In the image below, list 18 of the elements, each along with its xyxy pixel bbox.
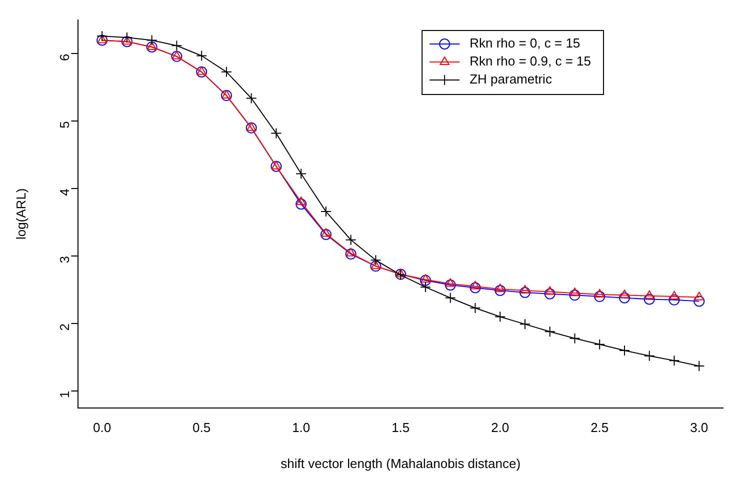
x-tick-label: 0.5: [192, 420, 211, 436]
y-axis-title: log(ARL): [13, 188, 28, 240]
x-tick-label: 0.0: [93, 420, 112, 436]
x-tick-label: 1.0: [292, 420, 310, 436]
y-tick-label: 5: [56, 121, 72, 128]
y-tick-label: 4: [56, 188, 72, 196]
x-tick-label: 2.5: [590, 420, 609, 436]
x-tick-label: 2.0: [491, 420, 510, 436]
y-tick-label: 6: [56, 54, 72, 61]
x-axis-title: shift vector length (Mahalanobis distance): [280, 456, 521, 471]
legend-label: ZH parametric: [470, 72, 552, 87]
y-tick-label: 1: [56, 390, 72, 398]
y-tick-label: 2: [56, 323, 72, 331]
y-tick-label: 3: [56, 256, 72, 264]
x-tick-label: 3.0: [690, 420, 708, 436]
legend-label: Rkn rho = 0.9, c = 15: [470, 54, 591, 69]
x-tick-label: 1.5: [392, 420, 410, 436]
legend-label: Rkn rho = 0, c = 15: [470, 36, 580, 51]
